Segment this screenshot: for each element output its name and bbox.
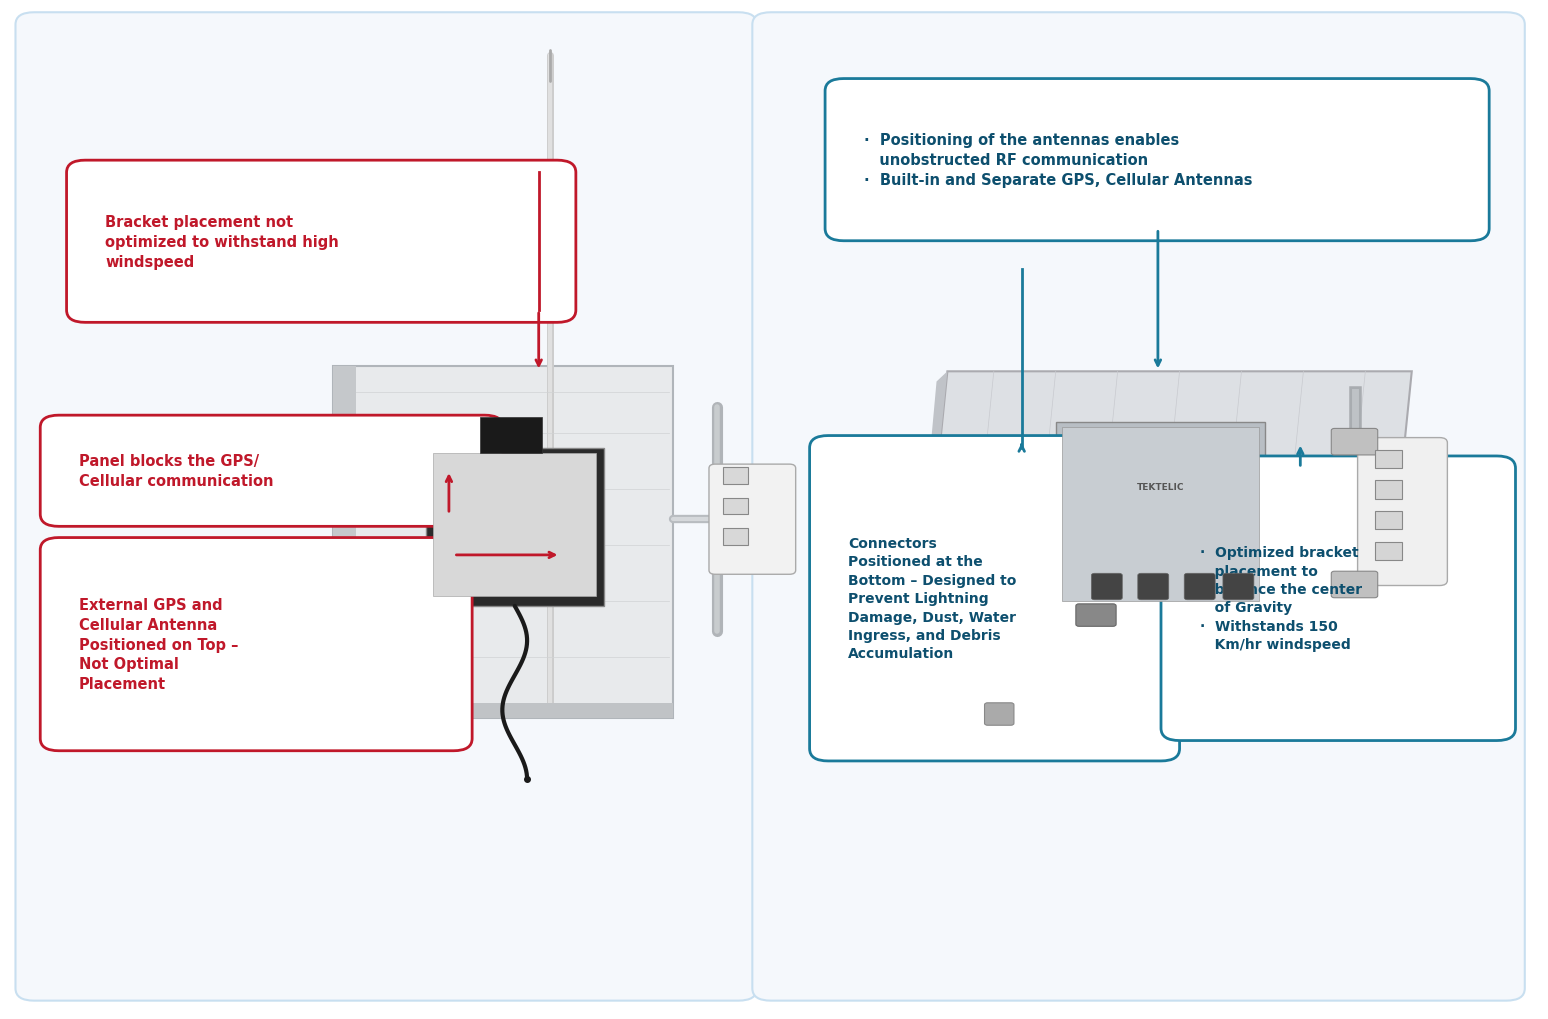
Text: Connectors
Positioned at the
Bottom – Designed to
Prevent Lightning
Damage, Dust: Connectors Positioned at the Bottom – De… (848, 537, 1017, 660)
FancyBboxPatch shape (1056, 423, 1265, 606)
FancyBboxPatch shape (1076, 604, 1116, 627)
Text: ·  Positioning of the antennas enables
   unobstructed RF communication
·  Built: · Positioning of the antennas enables un… (864, 133, 1252, 187)
FancyBboxPatch shape (723, 498, 748, 515)
FancyBboxPatch shape (15, 13, 757, 1001)
Polygon shape (333, 367, 356, 718)
FancyBboxPatch shape (1184, 574, 1215, 600)
FancyBboxPatch shape (985, 703, 1014, 726)
FancyBboxPatch shape (1375, 450, 1402, 469)
FancyBboxPatch shape (709, 465, 796, 575)
FancyBboxPatch shape (1161, 457, 1515, 741)
Text: External GPS and
Cellular Antenna
Positioned on Top –
Not Optimal
Placement: External GPS and Cellular Antenna Positi… (79, 597, 238, 692)
FancyBboxPatch shape (825, 79, 1489, 242)
FancyBboxPatch shape (1091, 574, 1122, 600)
FancyBboxPatch shape (1331, 429, 1378, 455)
FancyBboxPatch shape (1375, 542, 1402, 560)
FancyBboxPatch shape (426, 448, 604, 606)
Polygon shape (913, 372, 1412, 708)
FancyBboxPatch shape (40, 416, 503, 527)
Polygon shape (333, 367, 673, 718)
Text: ·  Optimized bracket
   placement to
   balance the center
   of Gravity
·  With: · Optimized bracket placement to balance… (1200, 546, 1362, 651)
FancyBboxPatch shape (1062, 428, 1259, 601)
FancyBboxPatch shape (1375, 481, 1402, 499)
FancyBboxPatch shape (433, 453, 596, 596)
FancyBboxPatch shape (1223, 574, 1254, 600)
FancyBboxPatch shape (1331, 572, 1378, 598)
Text: TEKTELIC: TEKTELIC (1136, 483, 1184, 491)
Text: Bracket placement not
optimized to withstand high
windspeed: Bracket placement not optimized to withs… (105, 215, 339, 269)
FancyBboxPatch shape (810, 436, 1180, 761)
FancyBboxPatch shape (67, 161, 576, 323)
FancyBboxPatch shape (752, 13, 1525, 1001)
FancyBboxPatch shape (40, 538, 472, 751)
FancyBboxPatch shape (1358, 438, 1447, 586)
Polygon shape (906, 372, 947, 723)
Polygon shape (333, 703, 673, 718)
FancyBboxPatch shape (723, 468, 748, 484)
FancyBboxPatch shape (1138, 574, 1169, 600)
FancyBboxPatch shape (480, 418, 542, 453)
Polygon shape (906, 708, 1378, 723)
Text: Panel blocks the GPS/
Cellular communication: Panel blocks the GPS/ Cellular communica… (79, 453, 274, 489)
FancyBboxPatch shape (1375, 512, 1402, 530)
FancyBboxPatch shape (723, 529, 748, 545)
